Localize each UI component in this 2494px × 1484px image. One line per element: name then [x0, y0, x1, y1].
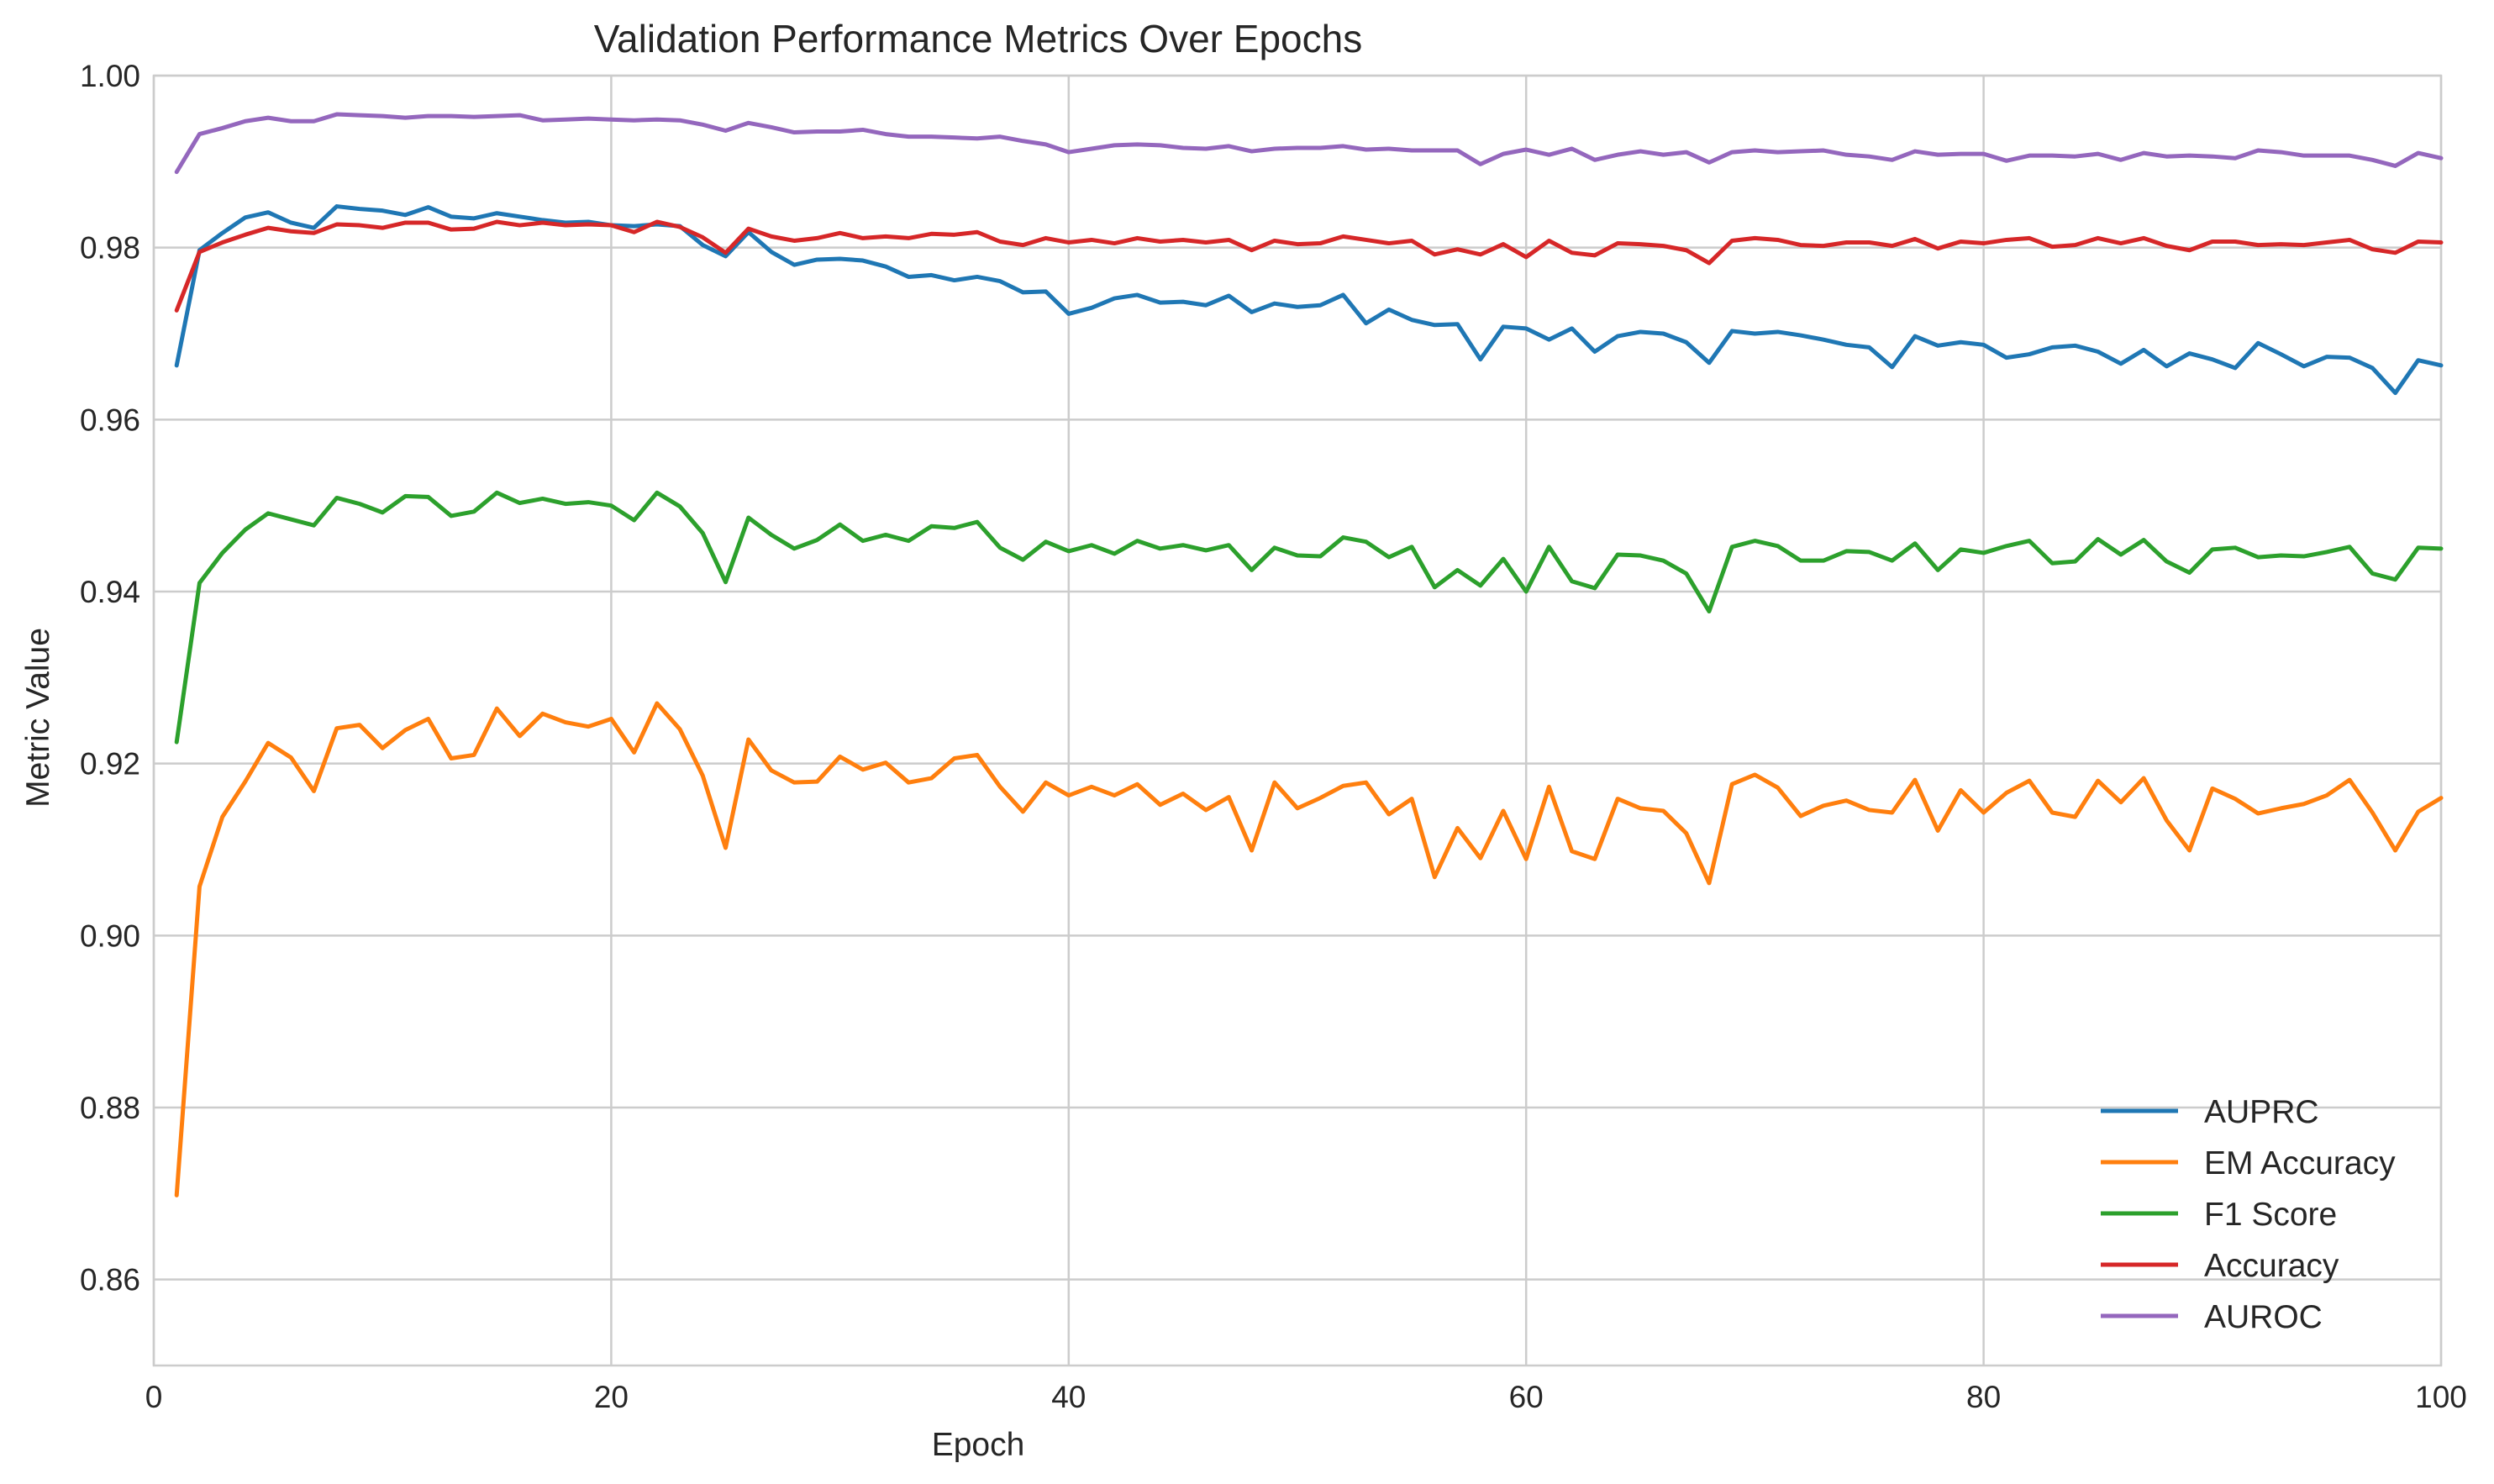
y-tick-label: 0.86	[80, 1263, 140, 1297]
series-line	[174, 490, 2444, 745]
plot-border	[152, 74, 2443, 1367]
tick-labels: 0 20 40 60 80 100 0.86 0.88 0.90 0.92 0.94 0.96 0.98…	[80, 59, 2467, 1414]
y-tick-label: 1.00	[80, 59, 140, 93]
legend-label: EM Accuracy	[2204, 1145, 2396, 1181]
series-lines	[174, 112, 2444, 1197]
legend-label: F1 Score	[2204, 1197, 2337, 1233]
series-line	[174, 112, 2444, 175]
x-tick-label: 20	[594, 1380, 629, 1414]
x-tick-label: 40	[1051, 1380, 1086, 1414]
y-tick-label: 0.90	[80, 918, 140, 953]
plot-frame	[152, 74, 2443, 1367]
series-line	[174, 701, 2444, 1197]
series-line	[174, 204, 2444, 396]
y-tick-label: 0.98	[80, 231, 140, 266]
chart-title: Validation Performance Metrics Over Epoc…	[594, 17, 1362, 61]
y-tick-label: 0.88	[80, 1091, 140, 1125]
y-tick-label: 0.94	[80, 575, 140, 609]
x-tick-label: 0	[145, 1380, 163, 1414]
y-tick-label: 0.92	[80, 747, 140, 781]
x-tick-label: 60	[1509, 1380, 1544, 1414]
legend: AUPRC EM Accuracy F1 Score Accuracy AUROC	[2101, 1094, 2396, 1335]
y-tick-label: 0.96	[80, 403, 140, 437]
x-axis-label: Epoch	[932, 1427, 1025, 1463]
legend-label: Accuracy	[2204, 1248, 2339, 1284]
legend-label: AUROC	[2204, 1299, 2323, 1335]
y-axis-label: Metric Value	[20, 628, 56, 808]
x-tick-label: 100	[2415, 1380, 2467, 1414]
legend-label: AUPRC	[2204, 1094, 2319, 1130]
series-line	[174, 219, 2444, 313]
x-tick-label: 80	[1966, 1380, 2001, 1414]
